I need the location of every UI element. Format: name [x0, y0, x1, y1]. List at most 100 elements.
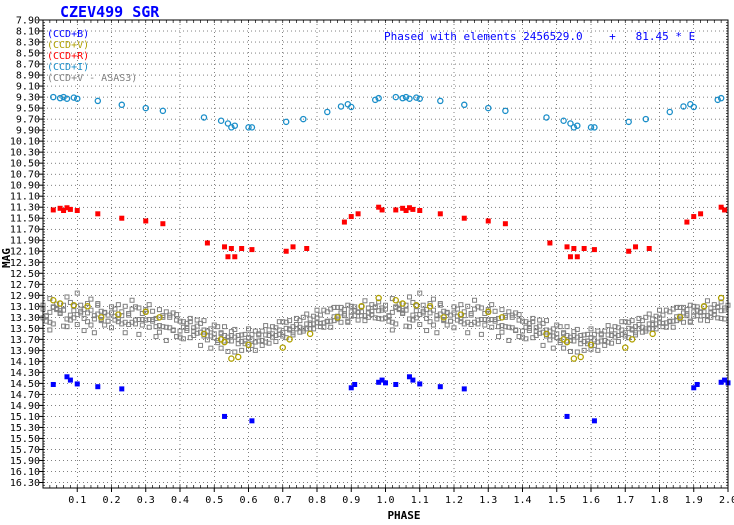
data-point-r — [249, 247, 255, 253]
data-point-asas3 — [502, 324, 508, 330]
data-point-asas3 — [564, 324, 570, 330]
data-point-asas3 — [174, 334, 180, 340]
data-point-i — [570, 124, 578, 131]
data-point-asas3 — [174, 312, 180, 318]
data-point-asas3 — [314, 320, 320, 326]
data-point-r — [119, 215, 125, 221]
data-point-i — [118, 101, 126, 109]
data-point-asas3 — [413, 308, 419, 314]
data-point-asas3 — [102, 309, 108, 315]
data-point-v — [413, 301, 420, 309]
data-point-asas3 — [478, 317, 484, 323]
data-point-asas3 — [472, 297, 478, 303]
data-point-i — [560, 117, 567, 125]
data-point-asas3 — [537, 330, 543, 336]
data-point-r — [564, 244, 570, 250]
y-tick-label: 15.30 — [10, 423, 40, 434]
y-tick-label: 11.70 — [10, 225, 40, 236]
data-point-asas3 — [434, 316, 440, 322]
x-tick-label: 0.9 — [342, 495, 360, 506]
data-point-i — [217, 117, 225, 125]
data-point-asas3 — [112, 306, 118, 312]
data-point-asas3 — [499, 307, 505, 313]
data-point-asas3 — [256, 338, 262, 344]
data-point-v — [221, 338, 228, 346]
data-point-asas3 — [667, 309, 673, 315]
data-point-asas3 — [153, 315, 159, 321]
y-tick-label: 12.10 — [10, 247, 40, 258]
data-point-asas3 — [605, 339, 611, 345]
chart-title: CZEV499 SGR — [60, 3, 160, 21]
data-point-asas3 — [684, 311, 690, 317]
data-point-asas3 — [362, 318, 368, 324]
data-point-asas3 — [595, 347, 601, 353]
legend-item-r: (CCD+R) — [47, 51, 89, 62]
data-point-asas3 — [287, 327, 293, 333]
data-point-asas3 — [482, 317, 488, 323]
data-point-r — [646, 245, 652, 251]
data-point-r — [393, 207, 399, 213]
data-point-i — [282, 118, 290, 126]
data-point-i — [402, 93, 410, 101]
data-point-asas3 — [317, 324, 323, 330]
data-point-v — [200, 330, 208, 338]
data-point-asas3 — [307, 321, 313, 327]
data-point-asas3 — [242, 338, 248, 344]
data-point-asas3 — [492, 308, 498, 314]
data-point-asas3 — [321, 324, 327, 330]
data-point-b — [393, 381, 399, 387]
data-point-asas3 — [297, 329, 303, 335]
data-point-asas3 — [201, 327, 207, 333]
data-point-asas3 — [540, 320, 546, 326]
data-point-asas3 — [506, 309, 512, 315]
data-point-asas3 — [516, 334, 522, 340]
data-point-r — [461, 215, 467, 221]
data-point-asas3 — [215, 337, 221, 343]
data-point-asas3 — [317, 312, 323, 318]
data-point-v — [676, 314, 684, 321]
data-point-asas3 — [437, 301, 443, 307]
data-point-b — [119, 386, 125, 392]
data-point-b — [718, 379, 724, 385]
data-point-asas3 — [352, 304, 358, 310]
data-point-v — [628, 336, 636, 343]
data-point-asas3 — [88, 322, 94, 328]
data-point-i — [392, 93, 400, 101]
data-point-asas3 — [81, 328, 87, 334]
data-point-i — [543, 114, 550, 121]
data-point-asas3 — [376, 308, 382, 314]
data-point-r — [67, 206, 73, 212]
data-point-asas3 — [406, 316, 412, 322]
data-point-r — [57, 205, 63, 211]
data-point-asas3 — [619, 319, 625, 325]
data-point-asas3 — [345, 319, 351, 325]
data-point-asas3 — [345, 318, 351, 324]
data-point-asas3 — [492, 318, 498, 324]
data-point-i — [375, 94, 382, 102]
data-point-asas3 — [718, 308, 724, 314]
data-point-asas3 — [506, 324, 512, 330]
data-point-asas3 — [232, 349, 238, 355]
data-point-asas3 — [530, 315, 536, 321]
data-point-asas3 — [454, 306, 460, 312]
data-point-asas3 — [64, 316, 70, 322]
data-point-asas3 — [47, 327, 53, 333]
legend-item-v: (CCD+V) — [47, 40, 89, 51]
data-point-asas3 — [711, 308, 717, 314]
x-tick-label: 0.3 — [137, 495, 155, 506]
data-point-asas3 — [372, 315, 378, 321]
data-point-asas3 — [273, 332, 279, 338]
data-point-asas3 — [376, 315, 382, 321]
y-axis-ticks: 7.908.108.308.508.708.909.109.309.509.70… — [10, 16, 728, 489]
data-point-asas3 — [389, 327, 395, 333]
data-point-r — [502, 221, 508, 227]
legend-item-i: (CCD+I) — [47, 62, 89, 73]
data-point-asas3 — [585, 338, 591, 344]
y-tick-label: 10.50 — [10, 159, 40, 170]
x-axis-label: PHASE — [387, 509, 420, 522]
y-tick-label: 13.90 — [10, 346, 40, 357]
data-point-asas3 — [352, 313, 358, 319]
data-point-r — [348, 214, 354, 220]
x-tick-label: 2.0 — [719, 495, 734, 506]
